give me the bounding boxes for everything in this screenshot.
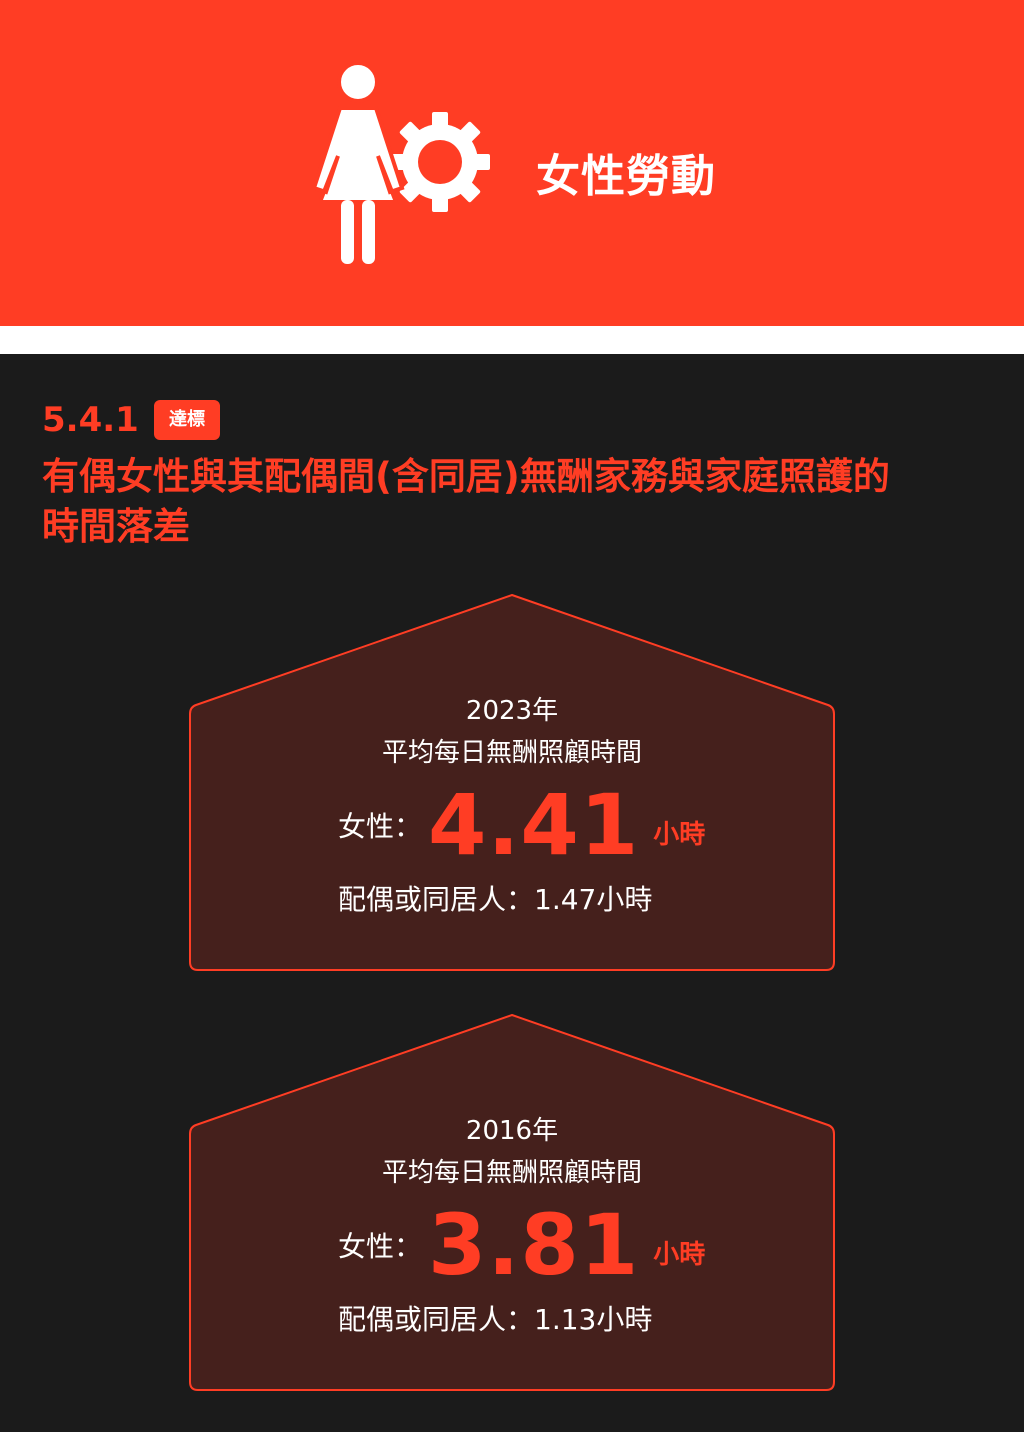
card-subtitle: 平均每日無酬照顧時間	[381, 738, 642, 768]
section-title-line1: 有偶女性與其配偶間(含同居)無酬家務與家庭照護的	[42, 455, 890, 498]
card-year: 2023年	[465, 696, 559, 726]
stat-card-2023: 2023年 平均每日無酬照顧時間 女性： 4.41 小時 配偶或同居人：1.47…	[188, 594, 836, 974]
women-value: 4.41	[428, 776, 640, 874]
divider	[0, 326, 1024, 354]
status-badge: 達標	[154, 400, 220, 440]
card-year: 2016年	[465, 1116, 559, 1146]
spouse-hours: 配偶或同居人：1.47小時	[338, 883, 653, 916]
women-hours: 女性： 4.41 小時	[338, 776, 706, 874]
spouse-hours: 配偶或同居人：1.13小時	[338, 1303, 653, 1336]
women-label: 女性：	[338, 1230, 423, 1263]
page-title: 女性勞動	[536, 151, 716, 202]
women-unit: 小時	[653, 1239, 706, 1270]
header-banner: 女性勞動	[0, 0, 1024, 326]
house-shape	[189, 594, 835, 971]
stat-card-2016: 2016年 平均每日無酬照顧時間 女性： 3.81 小時 配偶或同居人：1.13…	[188, 1014, 836, 1394]
section-number: 5.4.1	[42, 400, 139, 440]
section-title-line2: 時間落差	[42, 505, 190, 548]
women-unit: 小時	[653, 819, 706, 850]
section-title: 有偶女性與其配偶間(含同居)無酬家務與家庭照護的 時間落差	[42, 452, 982, 552]
house-shape	[189, 1014, 835, 1391]
women-label: 女性：	[338, 810, 423, 843]
women-hours: 女性： 3.81 小時	[338, 1196, 706, 1294]
woman-gear-icon	[311, 61, 490, 264]
women-value: 3.81	[428, 1196, 640, 1294]
card-subtitle: 平均每日無酬照顧時間	[381, 1158, 642, 1188]
